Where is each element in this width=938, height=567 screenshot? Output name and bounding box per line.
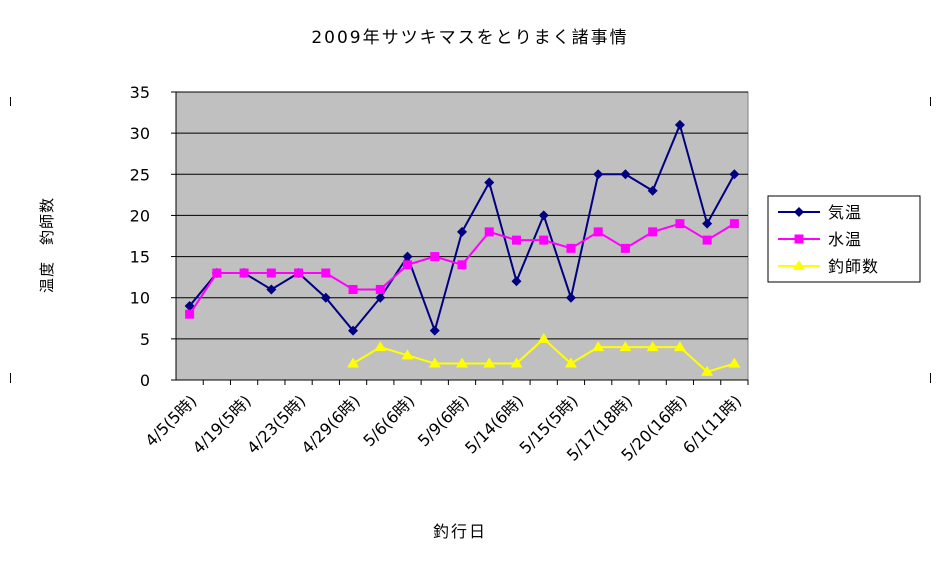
data-point bbox=[648, 227, 658, 237]
data-point bbox=[321, 268, 331, 278]
data-point bbox=[456, 357, 468, 368]
data-point bbox=[564, 357, 577, 368]
legend-label: 釣師数 bbox=[828, 257, 879, 276]
legend-entry: 気温 bbox=[778, 203, 862, 222]
data-point bbox=[320, 292, 331, 303]
data-point bbox=[239, 268, 249, 278]
x-tick-label: 6/1(11時) bbox=[679, 391, 745, 457]
data-point bbox=[701, 365, 714, 376]
data-point bbox=[674, 119, 685, 130]
data-point bbox=[484, 177, 495, 188]
data-point bbox=[510, 357, 523, 368]
data-point bbox=[729, 169, 740, 180]
data-point bbox=[374, 341, 387, 352]
data-point bbox=[539, 235, 549, 245]
data-point bbox=[457, 226, 467, 237]
data-point bbox=[266, 268, 276, 278]
y-tick-label: 10 bbox=[130, 289, 150, 308]
data-point bbox=[673, 341, 686, 352]
data-point bbox=[457, 260, 467, 270]
x-tick-label: 4/23(5時) bbox=[243, 391, 309, 457]
y-tick-label: 30 bbox=[130, 124, 150, 143]
legend-entry: 釣師数 bbox=[778, 257, 879, 276]
legend-marker bbox=[793, 260, 805, 270]
y-tick-label: 25 bbox=[130, 165, 150, 184]
data-point bbox=[593, 169, 604, 180]
edge-mark-right-top bbox=[930, 97, 931, 106]
x-tick-label: 5/14(6時) bbox=[461, 391, 527, 457]
data-point bbox=[566, 243, 576, 253]
data-point bbox=[538, 210, 549, 221]
data-point bbox=[729, 219, 739, 229]
y-axis-ticks: 0 5 10 15 20 25 30 35 bbox=[130, 83, 176, 390]
data-point bbox=[403, 260, 413, 270]
data-point bbox=[675, 219, 685, 229]
data-point bbox=[647, 185, 658, 196]
data-point bbox=[565, 292, 576, 303]
y-tick-label: 20 bbox=[130, 206, 150, 225]
y-tick-label: 35 bbox=[130, 83, 150, 102]
x-axis-ticks: 4/5(5時)4/19(5時)4/23(5時)4/29(6時)5/6(6時)5/… bbox=[141, 380, 749, 465]
x-tick-label: 4/29(6時) bbox=[298, 391, 364, 457]
data-point bbox=[375, 284, 385, 294]
data-point bbox=[266, 284, 277, 295]
data-point bbox=[620, 169, 631, 180]
edge-mark-left-bottom bbox=[10, 373, 11, 383]
x-tick-label: 5/6(6時) bbox=[359, 391, 418, 450]
edge-mark-left-top bbox=[10, 97, 11, 106]
y-tick-label: 0 bbox=[140, 371, 150, 390]
data-point bbox=[401, 349, 414, 360]
y-tick-label: 15 bbox=[130, 248, 150, 267]
data-point bbox=[212, 268, 222, 278]
chart-title: 2009年サツキマスをとりまく諸事情 bbox=[311, 28, 628, 48]
data-point bbox=[702, 218, 713, 229]
series-3 bbox=[347, 332, 741, 376]
data-point bbox=[348, 325, 359, 336]
legend-label: 気温 bbox=[828, 203, 862, 222]
data-point bbox=[430, 252, 440, 262]
data-point bbox=[646, 341, 659, 352]
data-point bbox=[375, 292, 386, 303]
legend-marker bbox=[794, 207, 804, 217]
data-point bbox=[347, 357, 360, 368]
legend-label: 水温 bbox=[828, 230, 862, 249]
series-layer bbox=[184, 119, 741, 376]
grid-lines bbox=[175, 91, 748, 381]
data-point bbox=[348, 284, 358, 294]
data-point bbox=[537, 332, 550, 343]
data-point bbox=[484, 227, 494, 237]
data-point bbox=[483, 357, 496, 368]
legend-entry: 水温 bbox=[778, 230, 862, 249]
data-point bbox=[511, 235, 521, 245]
data-point bbox=[702, 235, 712, 245]
x-tick-label: 4/19(5時) bbox=[189, 391, 255, 457]
data-point bbox=[619, 341, 632, 352]
y-tick-label: 5 bbox=[140, 330, 150, 349]
data-point bbox=[593, 227, 603, 237]
series-2 bbox=[185, 219, 739, 319]
x-axis-label: 釣行日 bbox=[433, 522, 487, 541]
data-point bbox=[185, 309, 195, 319]
data-point bbox=[429, 325, 440, 336]
data-point bbox=[620, 243, 630, 253]
series-1 bbox=[184, 119, 740, 336]
data-point bbox=[402, 251, 413, 262]
data-point bbox=[184, 300, 195, 311]
data-point bbox=[592, 341, 605, 352]
legend-marker bbox=[794, 234, 804, 244]
data-point bbox=[511, 276, 522, 287]
y-axis-label: 温度 釣師数 bbox=[38, 197, 56, 293]
data-point bbox=[428, 357, 441, 368]
data-point bbox=[294, 268, 304, 278]
edge-mark-right-bottom bbox=[930, 373, 931, 383]
data-point bbox=[728, 357, 741, 368]
